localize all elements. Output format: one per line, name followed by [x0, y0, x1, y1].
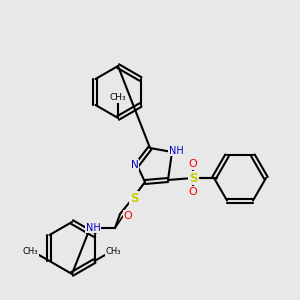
Text: CH₃: CH₃	[23, 247, 38, 256]
Text: O: O	[124, 211, 132, 221]
Text: NH: NH	[169, 146, 183, 156]
Text: N: N	[131, 160, 139, 170]
Text: S: S	[130, 191, 138, 205]
Text: CH₃: CH₃	[106, 247, 121, 256]
Text: O: O	[189, 187, 197, 197]
Text: S: S	[189, 172, 197, 184]
Text: CH₃: CH₃	[110, 94, 126, 103]
Text: O: O	[189, 159, 197, 169]
Text: NH: NH	[85, 223, 100, 233]
